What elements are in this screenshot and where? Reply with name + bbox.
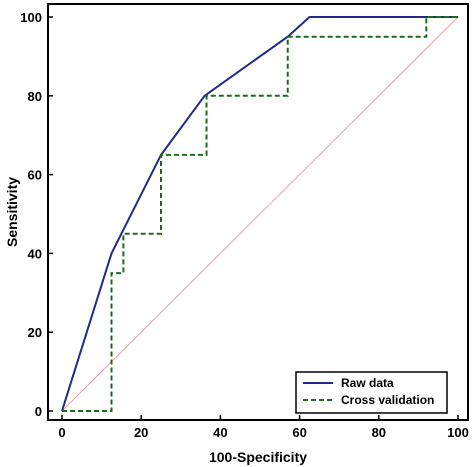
y-tick-label: 0 bbox=[35, 404, 42, 419]
y-tick-label: 80 bbox=[28, 89, 42, 104]
legend-label-raw-data: Raw data bbox=[341, 376, 394, 390]
plot-area: 0 20 40 60 80 100 0 20 40 60 80 100 bbox=[20, 3, 469, 440]
x-tick-label: 0 bbox=[58, 425, 65, 440]
legend: Raw data Cross validation bbox=[295, 371, 448, 414]
y-tick-label: 100 bbox=[20, 10, 42, 25]
legend-label-cross-validation: Cross validation bbox=[341, 393, 434, 407]
y-tick-label: 20 bbox=[28, 325, 42, 340]
x-tick-label: 80 bbox=[372, 425, 386, 440]
x-tick-label: 40 bbox=[213, 425, 227, 440]
x-tick-label: 100 bbox=[447, 425, 469, 440]
y-axis-title: Sensitivity bbox=[4, 177, 20, 247]
plot-frame bbox=[47, 3, 469, 421]
y-tick-label: 60 bbox=[28, 168, 42, 183]
cross-validation-line bbox=[62, 16, 458, 412]
x-tick-label: 60 bbox=[292, 425, 306, 440]
y-tick-label: 40 bbox=[28, 246, 42, 261]
raw-data-line bbox=[61, 16, 458, 412]
x-axis-title: 100-Specificity bbox=[209, 449, 307, 465]
x-tick-label: 20 bbox=[134, 425, 148, 440]
legend-box bbox=[295, 371, 448, 414]
reference-diagonal-line bbox=[61, 16, 459, 412]
